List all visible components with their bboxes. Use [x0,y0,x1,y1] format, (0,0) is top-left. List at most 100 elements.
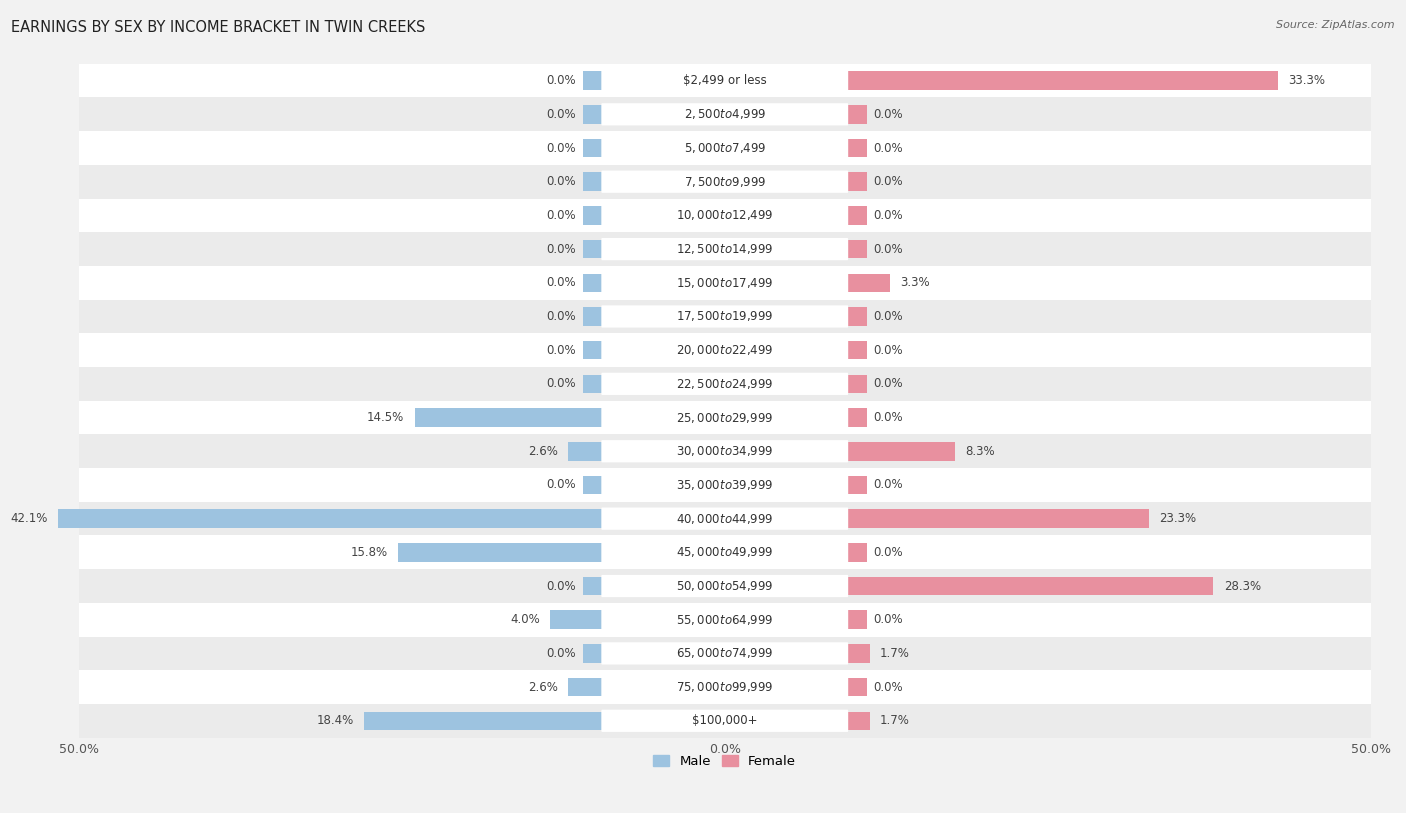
Bar [79,704,1371,737]
Text: 28.3%: 28.3% [1223,580,1261,593]
FancyBboxPatch shape [602,609,848,631]
Text: $12,500 to $14,999: $12,500 to $14,999 [676,242,773,256]
Bar [79,603,1371,637]
FancyBboxPatch shape [602,541,848,563]
FancyBboxPatch shape [602,676,848,698]
Text: $45,000 to $49,999: $45,000 to $49,999 [676,546,773,559]
Bar [582,139,602,157]
Text: 23.3%: 23.3% [1159,512,1197,525]
Text: 0.0%: 0.0% [547,176,576,188]
Bar [79,333,1371,367]
Bar [582,273,602,292]
Bar [79,502,1371,536]
Text: $30,000 to $34,999: $30,000 to $34,999 [676,444,773,459]
Text: 0.0%: 0.0% [873,141,903,154]
Bar [848,375,868,393]
Text: $2,499 or less: $2,499 or less [683,74,766,87]
Text: 0.0%: 0.0% [547,276,576,289]
Bar [79,233,1371,266]
Text: 0.0%: 0.0% [547,580,576,593]
Bar [848,510,1149,528]
Bar [848,72,1278,90]
Bar [79,670,1371,704]
Text: 1.7%: 1.7% [880,715,910,728]
Bar [79,266,1371,300]
Bar [364,711,602,730]
Bar [848,139,868,157]
Bar [568,442,602,460]
Bar [848,273,890,292]
Text: $20,000 to $22,499: $20,000 to $22,499 [676,343,773,357]
Bar [582,341,602,359]
Text: 0.0%: 0.0% [873,344,903,357]
Bar [582,72,602,90]
Text: 18.4%: 18.4% [316,715,354,728]
Text: 8.3%: 8.3% [965,445,995,458]
Bar [79,131,1371,165]
Bar [415,408,602,427]
FancyBboxPatch shape [602,710,848,732]
FancyBboxPatch shape [602,507,848,530]
Text: $22,500 to $24,999: $22,500 to $24,999 [676,377,773,391]
Text: $10,000 to $12,499: $10,000 to $12,499 [676,208,773,223]
FancyBboxPatch shape [602,103,848,125]
Bar [848,207,868,224]
Bar [79,367,1371,401]
Text: 4.0%: 4.0% [510,613,540,626]
Text: 15.8%: 15.8% [350,546,388,559]
Bar [848,711,869,730]
Text: 14.5%: 14.5% [367,411,405,424]
Text: $100,000+: $100,000+ [692,715,758,728]
Text: 2.6%: 2.6% [529,445,558,458]
Text: 0.0%: 0.0% [873,411,903,424]
Text: 0.0%: 0.0% [873,209,903,222]
Bar [79,401,1371,434]
Bar [848,240,868,259]
Text: 0.0%: 0.0% [873,108,903,121]
Bar [79,569,1371,603]
Text: 0.0%: 0.0% [873,613,903,626]
Bar [848,611,868,629]
Bar [848,442,955,460]
Bar [398,543,602,562]
Text: EARNINGS BY SEX BY INCOME BRACKET IN TWIN CREEKS: EARNINGS BY SEX BY INCOME BRACKET IN TWI… [11,20,426,35]
Text: $65,000 to $74,999: $65,000 to $74,999 [676,646,773,660]
Text: Source: ZipAtlas.com: Source: ZipAtlas.com [1277,20,1395,30]
Bar [582,240,602,259]
Text: 0.0%: 0.0% [547,242,576,255]
Bar [79,434,1371,468]
FancyBboxPatch shape [602,137,848,159]
Bar [848,644,869,663]
Text: $15,000 to $17,499: $15,000 to $17,499 [676,276,773,289]
Bar [848,476,868,494]
Bar [79,300,1371,333]
FancyBboxPatch shape [602,642,848,664]
Text: 3.3%: 3.3% [900,276,931,289]
FancyBboxPatch shape [602,575,848,597]
Bar [848,408,868,427]
Bar [582,476,602,494]
Text: 33.3%: 33.3% [1288,74,1326,87]
FancyBboxPatch shape [602,306,848,328]
Text: $25,000 to $29,999: $25,000 to $29,999 [676,411,773,424]
Bar [79,63,1371,98]
Text: 0.0%: 0.0% [873,680,903,693]
Bar [79,536,1371,569]
Text: $50,000 to $54,999: $50,000 to $54,999 [676,579,773,593]
Bar [582,644,602,663]
FancyBboxPatch shape [602,474,848,496]
Bar [848,543,868,562]
Bar [550,611,602,629]
Text: 0.0%: 0.0% [873,478,903,491]
FancyBboxPatch shape [602,372,848,395]
Legend: Male, Female: Male, Female [654,755,796,768]
Text: 42.1%: 42.1% [10,512,48,525]
Text: 0.0%: 0.0% [873,546,903,559]
Text: 0.0%: 0.0% [547,478,576,491]
Text: 0.0%: 0.0% [547,344,576,357]
Text: $55,000 to $64,999: $55,000 to $64,999 [676,613,773,627]
Bar [582,207,602,224]
Bar [848,576,1213,595]
Text: $7,500 to $9,999: $7,500 to $9,999 [683,175,766,189]
Text: $2,500 to $4,999: $2,500 to $4,999 [683,107,766,121]
